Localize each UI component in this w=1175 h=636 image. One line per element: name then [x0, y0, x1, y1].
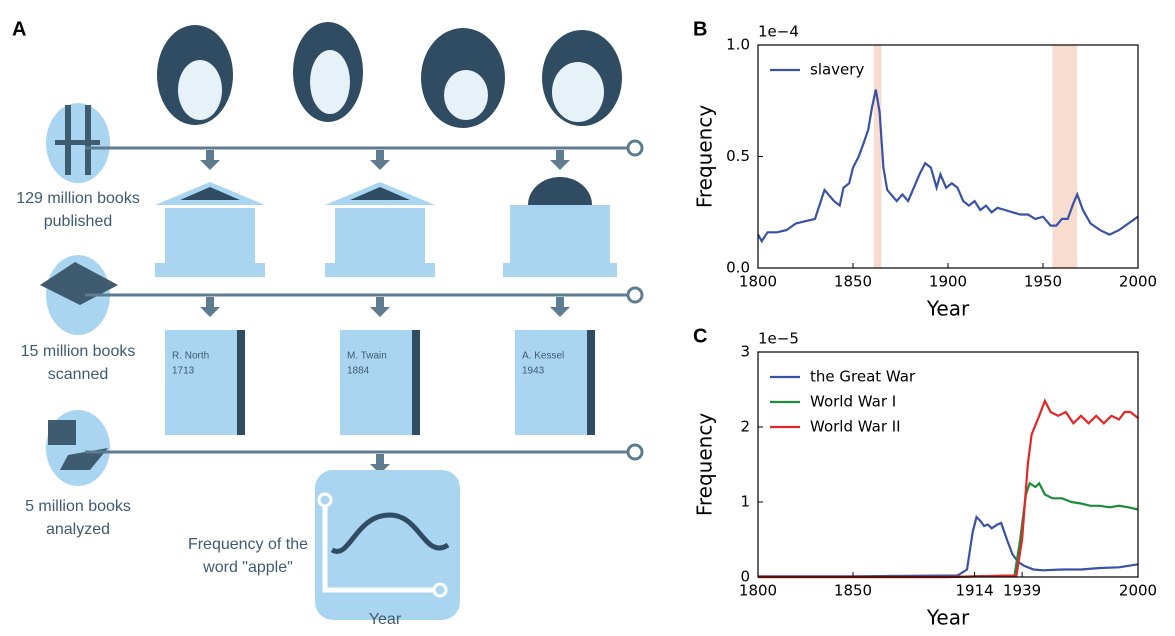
- screen: [315, 470, 460, 620]
- stage-label: scanned: [48, 366, 109, 383]
- panel-label: B: [693, 18, 707, 40]
- roofs: [180, 177, 592, 205]
- book-year: 1884: [347, 366, 370, 377]
- legend-label: World War I: [810, 393, 896, 411]
- stage-label: analyzed: [46, 521, 110, 538]
- highlight-span: [1052, 45, 1078, 268]
- y-tick-label: 0.0: [726, 259, 750, 277]
- book-author: R. North: [172, 351, 209, 362]
- book-author: M. Twain: [347, 351, 387, 362]
- heads: [157, 22, 622, 128]
- x-axis-label: Year: [926, 606, 970, 630]
- y-tick-label: 0: [740, 568, 750, 586]
- x-tick-label: 1850: [834, 273, 872, 291]
- highlight-span: [873, 45, 882, 268]
- x-tick-label: 1939: [1003, 582, 1041, 600]
- x-tick-label: 1800: [739, 582, 777, 600]
- x-tick-label: 1900: [929, 273, 967, 291]
- x-tick-label: 2000: [1119, 582, 1157, 600]
- stage-label: published: [44, 213, 113, 230]
- series-line: [757, 89, 1139, 244]
- x-tick-label: 1800: [739, 273, 777, 291]
- x-tick-label: 1914: [956, 582, 994, 600]
- panel-label: C: [693, 325, 707, 347]
- stage-label: 15 million books: [21, 343, 136, 360]
- faces: [178, 50, 604, 122]
- x-tick-label: 2000: [1119, 273, 1157, 291]
- stage-label: 129 million books: [16, 190, 140, 207]
- x-axis-label: Year: [926, 297, 970, 321]
- legend-label: the Great War: [810, 368, 916, 386]
- book-author: A. Kessel: [522, 351, 564, 362]
- x-tick-label: 1850: [834, 582, 872, 600]
- book-year: 1713: [172, 366, 195, 377]
- y-axis-label: Frequency: [693, 105, 717, 208]
- series-line: [758, 481, 1139, 579]
- y-tick-label: 1: [740, 493, 750, 511]
- series-line: [758, 514, 1139, 578]
- y-tick-label: 1.0: [726, 36, 750, 54]
- plot-label: word "apple": [202, 559, 293, 576]
- timelines: [85, 139, 644, 461]
- y-tick-label: 2: [740, 418, 750, 436]
- books: [165, 330, 595, 435]
- scale-label: 1e−4: [758, 23, 799, 41]
- x-tick-label: 1950: [1024, 273, 1062, 291]
- legend-label: slavery: [810, 61, 864, 79]
- y-axis-label: Frequency: [693, 413, 717, 516]
- plot-axis-label: Year: [369, 611, 402, 628]
- legend-label: World War II: [810, 418, 901, 436]
- plot-label: Frequency of the: [188, 536, 308, 553]
- book-year: 1943: [522, 366, 545, 377]
- y-tick-label: 0.5: [726, 147, 750, 165]
- y-tick-label: 3: [740, 343, 750, 361]
- plot-frame: [757, 351, 1139, 578]
- arrows: [200, 150, 570, 474]
- stage-label: 5 million books: [25, 498, 131, 515]
- scale-label: 1e−5: [758, 330, 799, 348]
- series-line: [758, 398, 1139, 579]
- panel-label: A: [12, 18, 26, 40]
- panel-a: A: [12, 18, 644, 628]
